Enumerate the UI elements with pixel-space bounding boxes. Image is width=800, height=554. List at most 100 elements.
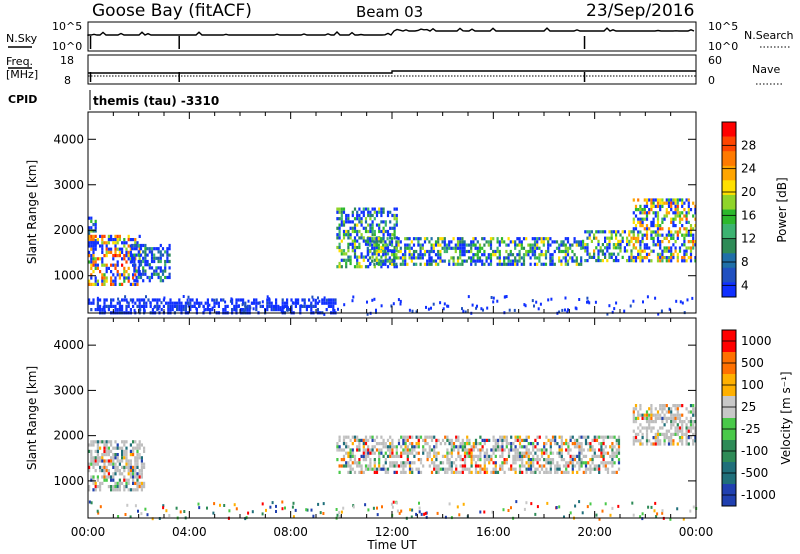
velocity-cell (94, 462, 97, 466)
power-cell (685, 246, 688, 250)
power-cell (428, 249, 431, 254)
velocity-cell (516, 435, 519, 439)
velocity-cell (94, 456, 97, 460)
power-cell (393, 229, 396, 234)
power-cell (601, 243, 604, 247)
power-cell (395, 262, 398, 266)
velocity-cell (593, 435, 596, 439)
power-cell (587, 300, 590, 304)
power-cell (475, 306, 478, 310)
velocity-cell (402, 461, 405, 465)
power-cell (448, 243, 451, 247)
velocity-cell (529, 451, 533, 455)
velocity-cell (474, 454, 478, 458)
power-cell (275, 304, 278, 308)
velocity-cell (118, 481, 121, 485)
velocity-cell (578, 500, 581, 504)
power-cell (105, 241, 108, 245)
beam-title: Beam 03 (356, 3, 423, 21)
power-cell (132, 304, 135, 308)
power-cell (601, 230, 604, 234)
velocity-cell (127, 481, 130, 485)
power-cell (360, 255, 363, 259)
power-cell (353, 217, 357, 221)
velocity-cell (375, 448, 379, 452)
velocity-cell (591, 454, 594, 458)
velocity-cell (505, 458, 508, 462)
power-cell (630, 255, 633, 259)
velocity-cell (491, 510, 494, 514)
velocity-cell (496, 445, 500, 449)
velocity-cell (654, 501, 657, 505)
power-cell (94, 234, 97, 238)
velocity-cell (602, 464, 605, 468)
power-cell (166, 259, 169, 264)
power-cell (375, 310, 377, 314)
velocity-cell (450, 448, 453, 452)
velocity-cell (521, 461, 524, 465)
power-cell (590, 255, 593, 259)
velocity-cell (549, 458, 552, 462)
power-cell (676, 204, 679, 208)
velocity-cell (367, 448, 370, 452)
velocity-cell (118, 446, 121, 450)
power-cell (353, 236, 357, 240)
power-cell (131, 243, 134, 248)
velocity-cell (136, 485, 139, 489)
power-cell (389, 236, 392, 240)
power-cell (549, 262, 552, 266)
power-cell (281, 298, 284, 302)
power-cell (659, 259, 662, 263)
velocity-cell (305, 508, 308, 512)
velocity-cell (645, 410, 649, 414)
power-cell (615, 233, 618, 237)
velocity-cell (406, 461, 409, 465)
power-cell (334, 298, 337, 302)
power-cell (145, 304, 148, 308)
power-cell (419, 246, 422, 250)
power-cell (430, 262, 433, 266)
power-cell (584, 259, 587, 263)
velocity-cell (146, 513, 149, 517)
velocity-cell (538, 435, 541, 439)
power-cell (364, 229, 368, 234)
power-cell (101, 279, 104, 283)
power-cell (373, 252, 376, 256)
power-cell (408, 249, 411, 254)
power-cell (461, 253, 464, 257)
power-cell (687, 220, 690, 224)
velocity-cell (670, 442, 673, 446)
power-cell (482, 308, 484, 312)
power-cell (209, 308, 212, 312)
power-cell (448, 246, 451, 250)
power-cell (562, 256, 565, 260)
power-cell (338, 207, 341, 211)
power-cell (118, 247, 121, 251)
power-cell (648, 246, 651, 250)
power-cell (180, 308, 183, 312)
velocity-cell (468, 454, 471, 458)
velocity-cell (397, 438, 401, 442)
power-cell (384, 229, 387, 234)
power-cell (198, 301, 201, 305)
power-cell (641, 236, 644, 240)
velocity-heatmap (88, 404, 698, 521)
power-cell (371, 298, 374, 302)
velocity-cell (549, 467, 552, 471)
velocity-cell (353, 461, 357, 465)
power-cell (542, 262, 545, 266)
velocity-cell (444, 435, 447, 439)
power-cell (639, 230, 642, 234)
power-cell (474, 253, 477, 257)
power-cell (511, 262, 515, 266)
power-cell (584, 230, 587, 234)
power-cell (356, 233, 359, 237)
velocity-cell (474, 461, 478, 465)
power-cell (395, 253, 398, 257)
power-cell (356, 223, 359, 227)
power-cell (347, 220, 350, 224)
power-cell (90, 234, 93, 238)
power-cell (573, 237, 576, 241)
power-cell (505, 249, 508, 254)
power-cell (634, 259, 638, 263)
